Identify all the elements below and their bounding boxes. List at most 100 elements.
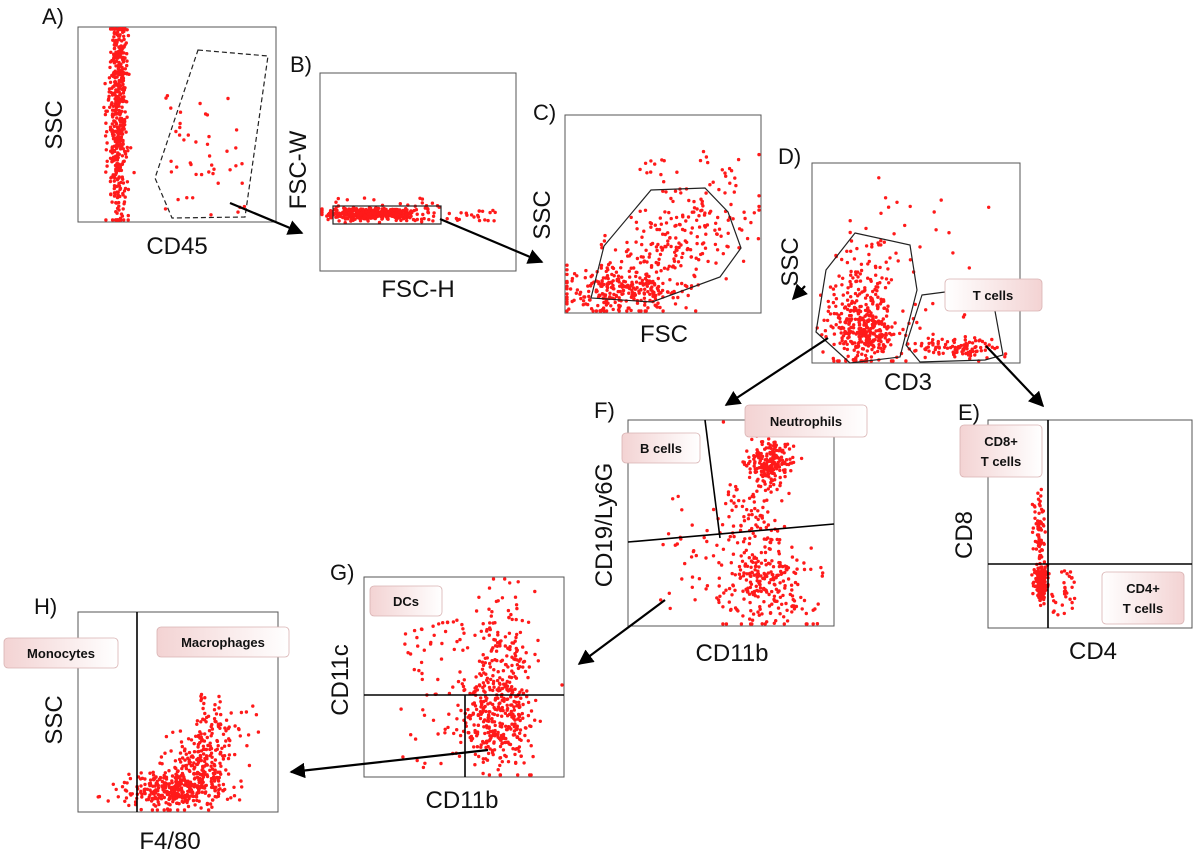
event-dot [487,739,491,743]
event-dot [217,694,221,699]
event-dot [460,682,464,686]
event-dot [113,80,117,84]
event-dot [584,268,588,273]
event-dot [207,134,211,139]
event-dot [819,565,823,570]
event-dot [110,122,115,126]
event-dot [107,90,111,94]
event-dot [120,39,124,43]
event-dot [767,604,772,608]
event-dot [516,773,520,777]
event-dot [889,333,894,337]
event-dot [793,571,798,576]
event-dot [409,733,413,737]
event-dot [178,751,183,755]
event-dot [882,306,886,310]
event-dot [864,226,868,231]
event-dot [234,128,239,132]
event-dot [96,795,100,799]
event-dot [485,629,489,633]
event-dot [165,94,170,98]
event-dot [459,740,463,745]
event-dot [426,207,430,212]
event-dot [483,218,487,222]
event-dot [187,759,191,764]
event-dot [445,217,449,221]
event-dot [405,218,409,223]
event-dot [844,321,848,325]
event-dot [865,312,870,317]
event-dot [855,345,859,349]
event-dot [752,464,756,468]
event-dot [1062,569,1067,573]
event-dot [513,752,517,757]
event-dot [754,584,758,588]
event-dot [597,293,601,297]
event-dot [182,777,186,781]
event-dot [858,279,863,283]
event-dot [876,306,880,311]
event-dot [786,577,791,581]
panel-h-dots [96,692,261,812]
event-dot [755,525,760,529]
event-dot [153,790,158,794]
event-dot [182,138,186,142]
event-dot [638,209,642,213]
event-dot [692,206,697,210]
event-dot [1050,592,1054,597]
event-dot [845,260,850,265]
event-dot [764,446,768,450]
event-dot [876,339,881,343]
event-dot [952,339,956,343]
event-dot [166,808,170,812]
event-dot [197,799,201,803]
event-dot [683,239,687,243]
event-dot [627,269,631,273]
event-dot [868,329,872,333]
event-dot [487,726,491,730]
event-dot [143,777,147,781]
event-dot [122,218,126,222]
event-dot [441,621,445,625]
event-dot [117,135,122,140]
event-dot [671,497,675,501]
event-dot [1040,510,1045,514]
event-dot [831,300,836,305]
event-dot [770,478,774,482]
event-dot [859,329,864,334]
event-dot [158,777,162,781]
panel-f-dots [659,420,825,626]
event-dot [598,309,602,313]
event-dot [795,558,799,562]
event-dot [466,730,470,735]
event-dot [821,350,825,354]
event-dot [645,171,649,175]
event-dot [565,268,569,272]
event-dot [159,755,164,759]
event-dot [993,346,997,351]
event-dot [736,157,741,162]
event-dot [932,210,936,214]
event-dot [401,208,405,213]
event-dot [671,199,675,204]
event-dot [821,571,825,575]
event-dot [174,129,178,134]
event-dot [110,73,114,78]
event-dot [471,712,475,716]
event-dot [748,536,752,540]
event-dot [785,608,789,612]
event-dot [486,719,491,723]
event-dot [201,775,206,779]
event-dot [1033,505,1037,509]
event-dot [755,448,759,452]
event-dot [490,610,494,614]
event-dot [115,162,119,166]
event-dot [650,241,655,246]
event-dot [502,696,506,701]
event-dot [769,457,774,461]
event-dot [674,245,678,249]
event-dot [475,745,480,749]
event-dot [781,468,786,472]
event-dot [882,344,886,348]
event-dot [102,105,106,110]
